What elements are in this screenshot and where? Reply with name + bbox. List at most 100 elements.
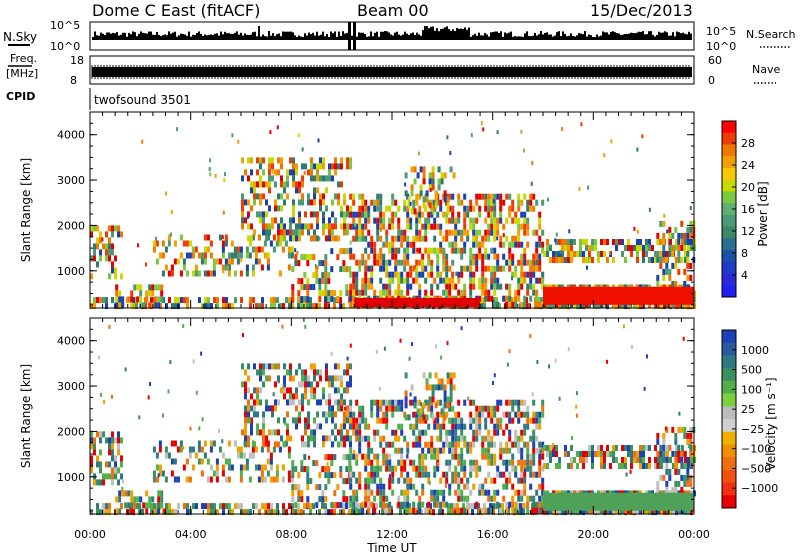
scatter-cell [277,441,280,448]
scatter-cell [478,429,482,436]
scatter-cell [160,496,164,503]
scatter-cell [665,456,669,463]
scatter-cell [397,259,401,266]
scatter-cell [508,477,512,484]
x-tick-label: 20:00 [577,528,609,541]
scatter-cell [612,508,615,515]
scatter-cell [430,283,434,290]
scatter-cell [382,489,386,496]
scatter-cell [442,259,446,266]
scatter-cell [118,508,122,515]
scatter-cell [367,277,371,284]
nsky-bar [296,36,298,40]
scatter-cell [656,432,660,439]
scatter-cell [418,283,422,290]
scatter-cell [451,417,455,424]
scatter-cell [397,223,401,230]
scatter-cell [343,399,346,406]
scatter-cell [349,247,353,254]
scatter-cell [155,240,159,247]
scatter-cell [436,265,440,272]
scatter-cell [253,193,256,200]
scatter-cell [105,437,108,444]
scatter-cell [262,211,265,218]
scatter-cell [274,405,277,412]
scatter-cell [343,199,346,206]
scatter-cell [376,253,380,260]
scatter-cell [659,238,663,245]
nsky-bar [248,35,250,40]
scatter-cell [358,193,362,200]
power-heatmap [90,121,696,310]
scatter-cell [457,247,461,254]
scatter-cell [490,283,494,290]
nsky-bar [374,32,376,40]
scatter-cell [115,508,119,515]
scatter-cell [514,465,518,472]
scatter-cell [259,181,262,188]
scatter-cell [379,477,383,484]
scatter-cell [439,241,443,248]
scatter-cell [449,390,453,397]
scatter-cell [425,414,429,421]
scatter-cell [301,229,304,236]
scatter-cell [121,490,125,497]
scatter-cell [99,431,102,438]
scatter-cell [448,205,452,212]
scatter-cell [456,503,459,510]
scatter-cell [93,225,96,232]
scatter-cell [346,381,349,388]
sparse-echo [496,236,499,241]
scatter-cell [445,289,449,296]
scatter-cell [349,381,352,388]
nsky-bar [142,32,144,40]
scatter-cell [588,508,591,515]
scatter-cell [227,464,231,471]
scatter-cell [210,503,213,510]
scatter-cell [322,163,325,170]
y-tick-label: 4000 [57,335,85,348]
scatter-cell [490,247,494,254]
scatter-cell [247,411,250,418]
scatter-cell [253,363,256,370]
scatter-cell [244,417,247,424]
scatter-cell [161,240,165,247]
scatter-cell [186,297,189,304]
scatter-cell [436,435,440,442]
nsky-bar [644,34,646,40]
scatter-cell [514,235,518,242]
scatter-cell [585,239,588,245]
scatter-cell [511,465,515,472]
scatter-cell [233,246,237,253]
scatter-cell [111,297,114,304]
scatter-cell [148,496,152,503]
scatter-cell [210,303,213,310]
nsky-bar [96,35,98,40]
scatter-cell [367,423,371,430]
scatter-cell [361,283,365,290]
scatter-cell [508,253,512,260]
scatter-cell [213,503,216,510]
scatter-cell [541,271,545,278]
scatter-cell [591,445,594,451]
scatter-cell [298,187,301,194]
scatter-cell [409,223,413,230]
scatter-cell [523,489,527,496]
scatter-cell [376,399,380,406]
scatter-cell [484,405,488,412]
scatter-cell [327,290,331,297]
scatter-cell [158,252,162,259]
scatter-cell [209,270,213,277]
scatter-cell [457,483,461,490]
scatter-cell [567,245,570,251]
scatter-cell [159,303,162,310]
scatter-cell [639,451,642,457]
scatter-cell [135,503,138,510]
sparse-echo [502,233,505,238]
scatter-cell [439,223,443,230]
scatter-cell [472,223,476,230]
scatter-cell [221,464,225,471]
scatter-cell [215,258,219,265]
scatter-cell [330,502,334,509]
scatter-cell [324,272,328,279]
